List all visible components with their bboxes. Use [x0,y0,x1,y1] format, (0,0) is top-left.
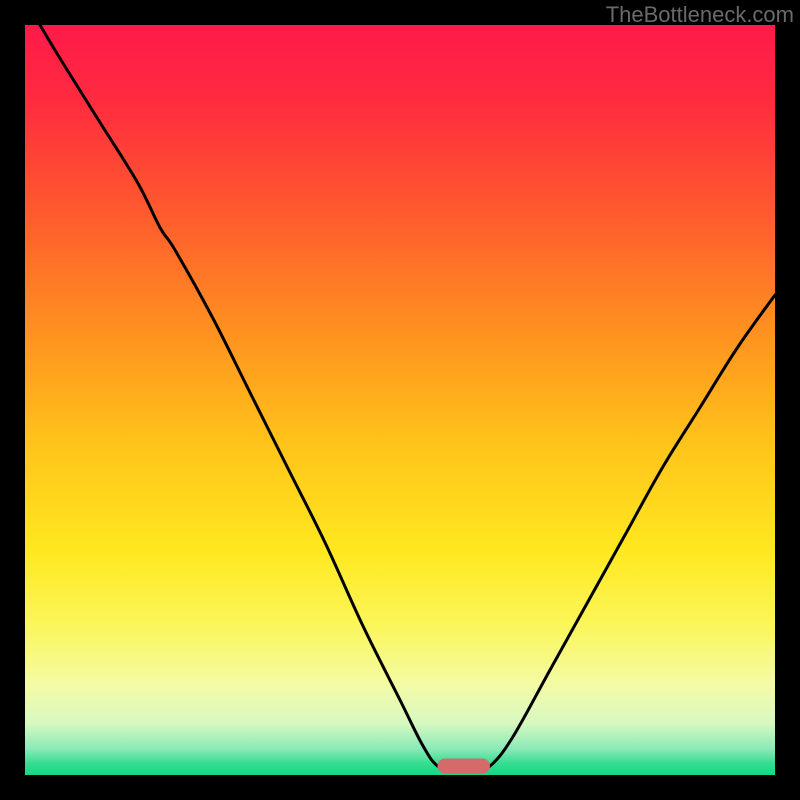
chart-container: TheBottleneck.com [0,0,800,800]
bottleneck-chart [0,0,800,800]
watermark-text: TheBottleneck.com [606,2,794,28]
optimum-marker [438,759,491,774]
plot-background [25,25,775,775]
